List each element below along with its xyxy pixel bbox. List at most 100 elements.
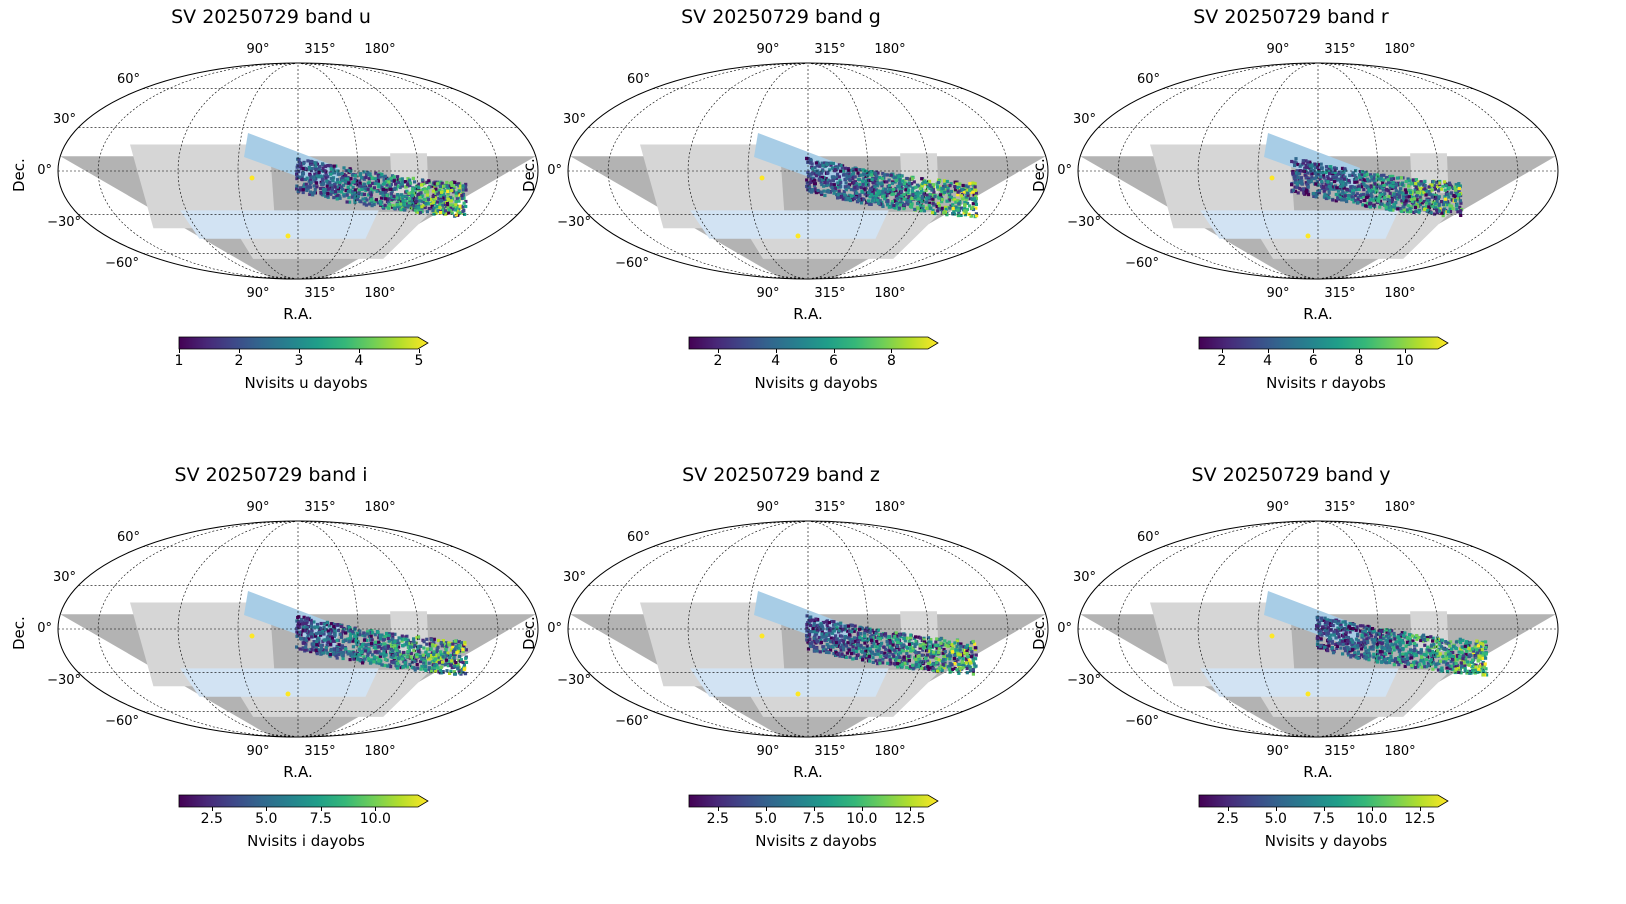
lon-tick-bottom: 90° — [1266, 286, 1289, 301]
graticule — [568, 63, 1048, 279]
colorbar-tick-label: 7.5 — [803, 811, 825, 827]
colorbar-tick-label: 10.0 — [360, 811, 391, 827]
lon-tick-bottom: 180° — [364, 744, 395, 759]
lon-tick-bottom: 90° — [246, 744, 269, 759]
colorbar-tick-label: 10.0 — [1356, 811, 1387, 827]
y-axis-label: Dec. — [10, 158, 28, 192]
lon-tick-bottom: 315° — [304, 286, 335, 301]
colorbar-tick-label: 6 — [829, 353, 838, 369]
colorbar-tick-label: 8 — [1355, 353, 1364, 369]
graticule — [1078, 63, 1558, 279]
lat-tick: 30° — [16, 112, 76, 127]
graticule — [58, 521, 538, 737]
colorbar-tick-label: 4 — [1263, 353, 1272, 369]
lon-tick-top: 180° — [1384, 42, 1415, 57]
visit-spot — [1306, 692, 1311, 697]
lon-tick-bottom: 315° — [814, 744, 845, 759]
x-axis-label: R.A. — [1303, 763, 1332, 781]
lon-tick-bottom: 90° — [1266, 744, 1289, 759]
colorbar-tick-label: 10.0 — [846, 811, 877, 827]
panel-title: SV 20250729 band g — [510, 6, 1052, 28]
visit-spot — [286, 234, 291, 239]
visit-spot — [1270, 634, 1275, 639]
panel-title: SV 20250729 band u — [0, 6, 542, 28]
lon-tick-top: 90° — [756, 500, 779, 515]
lon-tick-top: 180° — [874, 500, 905, 515]
lat-tick: −60° — [589, 256, 649, 271]
lon-tick-bottom: 315° — [304, 744, 335, 759]
lon-tick-top: 90° — [756, 42, 779, 57]
visit-spot — [760, 176, 765, 181]
lat-tick: 60° — [1100, 530, 1160, 545]
lon-tick-top: 315° — [304, 500, 335, 515]
lon-tick-bottom: 90° — [756, 744, 779, 759]
visit-spot — [1306, 234, 1311, 239]
lat-tick: 30° — [526, 570, 586, 585]
panel-title: SV 20250729 band y — [1020, 464, 1562, 486]
visit-spot — [760, 634, 765, 639]
colorbar-tick-label: 2.5 — [201, 811, 223, 827]
lat-tick: −60° — [1099, 256, 1159, 271]
lon-tick-top: 315° — [304, 42, 335, 57]
lat-tick: 60° — [590, 530, 650, 545]
lon-tick-bottom: 180° — [1384, 744, 1415, 759]
x-axis-label: R.A. — [793, 763, 822, 781]
visit-spot — [796, 692, 801, 697]
map-panel-5: SV 20250729 band z 90° 315° 180° 90° 315° 180°… — [510, 458, 1052, 904]
lon-tick-bottom: 315° — [814, 286, 845, 301]
lat-tick: 30° — [1036, 570, 1096, 585]
lat-tick: −60° — [79, 256, 139, 271]
lon-tick-top: 315° — [814, 500, 845, 515]
colorbar — [178, 794, 440, 812]
lat-tick: 60° — [1100, 72, 1160, 87]
colorbar-tick-label: 5.0 — [255, 811, 277, 827]
visit-spot — [1270, 176, 1275, 181]
colorbar-tick-label: 12.5 — [1404, 811, 1435, 827]
colorbar — [178, 336, 440, 354]
lat-tick: −30° — [1041, 673, 1101, 688]
lon-tick-top: 180° — [874, 42, 905, 57]
colorbar-tick-label: 1 — [175, 353, 184, 369]
colorbar-tick-label: 10 — [1396, 353, 1414, 369]
colorbar-tick-label: 6 — [1309, 353, 1318, 369]
x-axis-label: R.A. — [283, 763, 312, 781]
lon-tick-top: 180° — [364, 500, 395, 515]
x-axis-label: R.A. — [1303, 305, 1332, 323]
lat-tick: 30° — [526, 112, 586, 127]
colorbar-label: Nvisits y dayobs — [1020, 832, 1626, 850]
lat-tick: −30° — [531, 673, 591, 688]
lat-tick: −30° — [21, 215, 81, 230]
colorbar-label: Nvisits r dayobs — [1020, 374, 1626, 392]
colorbar — [1198, 336, 1460, 354]
colorbar — [688, 336, 950, 354]
lon-tick-bottom: 180° — [874, 744, 905, 759]
panel-title: SV 20250729 band z — [510, 464, 1052, 486]
colorbar-tick-label: 4 — [771, 353, 780, 369]
colorbar-tick-label: 2 — [1217, 353, 1226, 369]
lon-tick-bottom: 315° — [1324, 744, 1355, 759]
lon-tick-bottom: 90° — [246, 286, 269, 301]
lat-tick: −60° — [79, 714, 139, 729]
lat-tick: −60° — [1099, 714, 1159, 729]
lat-tick: 60° — [80, 530, 140, 545]
y-axis-label: Dec. — [1030, 158, 1048, 192]
colorbar-tick-label: 5.0 — [1265, 811, 1287, 827]
y-axis-label: Dec. — [520, 616, 538, 650]
lon-tick-top: 315° — [1324, 500, 1355, 515]
colorbar-tick-label: 2 — [713, 353, 722, 369]
lon-tick-top: 180° — [1384, 500, 1415, 515]
y-axis-label: Dec. — [520, 158, 538, 192]
lon-tick-top: 315° — [814, 42, 845, 57]
lat-tick: −30° — [1041, 215, 1101, 230]
lon-tick-bottom: 180° — [364, 286, 395, 301]
colorbar-tick-label: 5.0 — [755, 811, 777, 827]
lat-tick: 30° — [1036, 112, 1096, 127]
colorbar-tick-label: 2 — [235, 353, 244, 369]
lon-tick-top: 90° — [246, 42, 269, 57]
colorbar-tick-label: 7.5 — [1313, 811, 1335, 827]
panel-title: SV 20250729 band r — [1020, 6, 1562, 28]
lat-tick: 60° — [80, 72, 140, 87]
